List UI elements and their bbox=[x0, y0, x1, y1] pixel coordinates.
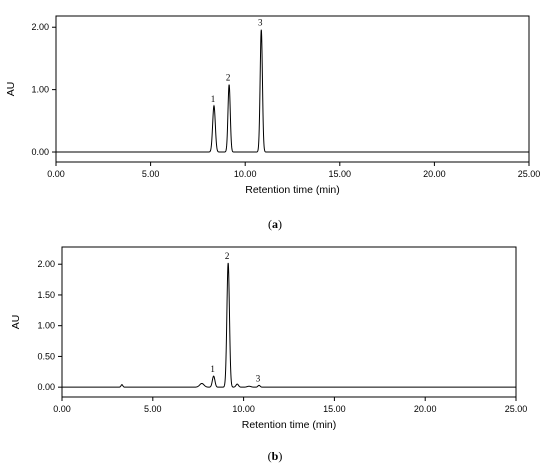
y-tick-label-a: 1.00 bbox=[31, 85, 49, 95]
panel-letter-b: b bbox=[272, 449, 279, 463]
plot-frame-a bbox=[55, 15, 530, 163]
chart-panel-b: 0.00 5.00 10.00 15.00 20.00 25.00 0.00 0.50 1.0… bbox=[10, 246, 527, 463]
peak-labels-a: 1 2 3 bbox=[211, 18, 263, 104]
plot-frame-b bbox=[61, 246, 517, 398]
x-tick-label-a: 5.00 bbox=[142, 169, 160, 179]
y-tick-label-a: 0.00 bbox=[31, 147, 49, 157]
x-tick-label-b: 10.00 bbox=[232, 404, 255, 414]
x-axis-a: 0.00 5.00 10.00 15.00 20.00 25.00 bbox=[47, 162, 540, 179]
x-tick-label-b: 20.00 bbox=[414, 404, 437, 414]
x-tick-label-b: 25.00 bbox=[505, 404, 528, 414]
y-axis-title-a: AU bbox=[5, 82, 17, 97]
peak-label-a: 3 bbox=[258, 18, 263, 28]
x-tick-label-b: 15.00 bbox=[323, 404, 346, 414]
y-axis-b: 0.00 0.50 1.00 1.50 2.00 bbox=[37, 259, 62, 392]
peak-label-b: 2 bbox=[225, 251, 230, 261]
x-axis-title-b: Retention time (min) bbox=[242, 419, 337, 431]
x-tick-label-b: 5.00 bbox=[144, 404, 162, 414]
panel-letter-a: a bbox=[272, 217, 278, 231]
chromatogram-trace-a bbox=[56, 29, 529, 153]
peak-label-b: 3 bbox=[256, 373, 261, 383]
y-axis-title-b: AU bbox=[10, 315, 22, 330]
x-tick-label-b: 0.00 bbox=[53, 404, 71, 414]
x-tick-label-a: 20.00 bbox=[423, 169, 446, 179]
y-tick-label-b: 1.50 bbox=[37, 290, 55, 300]
peak-labels-b: 1 2 3 bbox=[210, 251, 260, 383]
x-tick-label-a: 15.00 bbox=[329, 169, 352, 179]
x-tick-label-a: 10.00 bbox=[234, 169, 257, 179]
chromatogram-trace-b bbox=[62, 262, 516, 388]
x-tick-label-a: 0.00 bbox=[47, 169, 65, 179]
x-axis-title-a: Retention time (min) bbox=[245, 184, 340, 196]
y-tick-label-b: 0.00 bbox=[37, 382, 55, 392]
chart-panel-a: 0.00 5.00 10.00 15.00 20.00 25.00 0.00 1.00 2.0… bbox=[5, 15, 540, 231]
y-tick-label-a: 2.00 bbox=[31, 22, 49, 32]
peak-label-b: 1 bbox=[210, 364, 215, 374]
panel-caption-b: (b) bbox=[268, 449, 283, 463]
x-axis-b: 0.00 5.00 10.00 15.00 20.00 25.00 bbox=[53, 397, 527, 414]
y-tick-label-b: 0.50 bbox=[37, 351, 55, 361]
y-tick-label-b: 2.00 bbox=[37, 259, 55, 269]
y-tick-label-b: 1.00 bbox=[37, 321, 55, 331]
peak-label-a: 1 bbox=[211, 94, 216, 104]
panel-caption-a: (a) bbox=[268, 217, 282, 231]
x-tick-label-a: 25.00 bbox=[518, 169, 541, 179]
y-axis-a: 0.00 1.00 2.00 bbox=[31, 22, 56, 157]
peak-label-a: 2 bbox=[226, 73, 231, 83]
